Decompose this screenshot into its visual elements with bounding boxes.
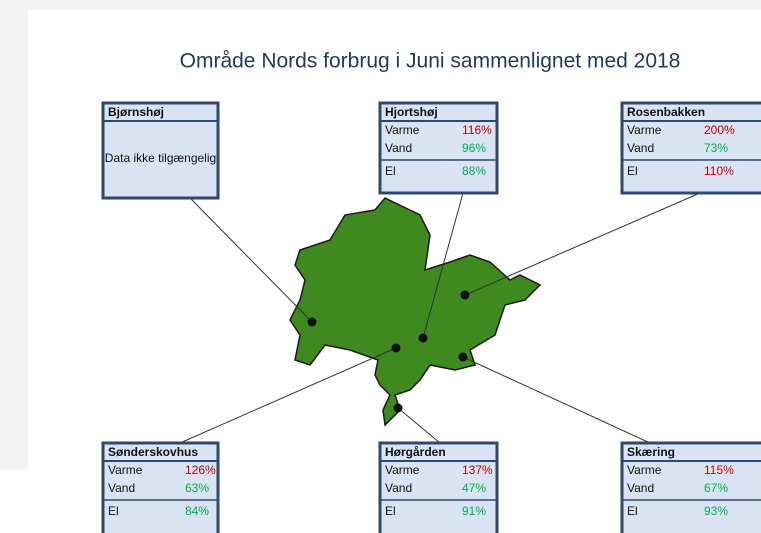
box-frame — [378, 101, 499, 195]
box-name: Hjortshøj — [385, 105, 438, 119]
info-box: Bjørnshøj Data ikke tilgængelig — [101, 101, 220, 200]
row-label: Vand — [385, 481, 412, 495]
info-box: Hjortshøj Varme 116% Vand 96% El 88% — [378, 101, 499, 195]
row-label: Varme — [627, 123, 662, 137]
connector — [422, 192, 464, 339]
row-value: 73% — [704, 141, 728, 155]
row-value: 84% — [185, 504, 209, 518]
row-label: Varme — [108, 463, 143, 477]
location-dot — [393, 403, 403, 413]
row-value: 91% — [462, 504, 486, 518]
row-label: El — [385, 164, 396, 178]
connector — [189, 197, 313, 323]
row-value: 63% — [185, 481, 209, 495]
info-box: Skæring Varme 115% Vand 67% El 93% — [620, 441, 761, 533]
title: Område Nords forbrug i Juni sammenlignet… — [180, 50, 681, 73]
row-label: Vand — [627, 481, 654, 495]
box-name: Rosenbakken — [627, 105, 705, 119]
row-value: 200% — [704, 123, 735, 137]
row-value: 96% — [462, 141, 486, 155]
row-label: Vand — [385, 141, 412, 155]
row-value: 47% — [462, 481, 486, 495]
row-label: El — [627, 504, 638, 518]
row-value: 88% — [462, 164, 486, 178]
info-box: Hørgården Varme 137% Vand 47% El 91% — [378, 441, 499, 533]
row-value: 126% — [185, 463, 216, 477]
location-dot — [460, 290, 470, 300]
area-map — [289, 197, 542, 427]
row-value: 110% — [704, 164, 734, 178]
box-name: Bjørnshøj — [108, 105, 164, 119]
row-label: Varme — [627, 463, 662, 477]
row-label: El — [385, 504, 396, 518]
row-label: Vand — [627, 141, 654, 155]
row-value: 115% — [704, 463, 734, 477]
row-label: El — [627, 164, 638, 178]
box-name: Skæring — [627, 445, 675, 459]
connectors — [179, 192, 701, 444]
row-value: 67% — [704, 481, 728, 495]
connector — [179, 347, 397, 444]
box-frame — [378, 441, 499, 533]
connector — [397, 407, 441, 444]
box-frame — [101, 441, 220, 533]
box-message: Data ikke tilgængelig — [105, 151, 216, 165]
row-value: 116% — [462, 123, 492, 137]
row-value: 137% — [462, 463, 493, 477]
row-value: 93% — [704, 504, 728, 518]
connector — [464, 192, 701, 296]
row-label: Varme — [385, 123, 420, 137]
box-frame — [101, 101, 220, 200]
box-frame — [620, 441, 761, 533]
row-label: Varme — [385, 463, 420, 477]
row-label: El — [108, 504, 119, 518]
connector — [462, 356, 651, 444]
box-frame — [620, 101, 761, 195]
box-name: Sønderskovhus — [108, 445, 198, 459]
row-label: Vand — [108, 481, 135, 495]
boxes: Bjørnshøj Data ikke tilgængelig Hjortshøj V… — [101, 101, 761, 533]
location-dot — [391, 343, 401, 353]
box-name: Hørgården — [385, 445, 446, 459]
location-dot — [307, 317, 317, 327]
location-dot — [418, 333, 428, 343]
info-box: Rosenbakken Varme 200% Vand 73% El 110% — [620, 101, 761, 195]
info-box: Sønderskovhus Varme 126% Vand 63% El 84% — [101, 441, 220, 533]
location-dot — [458, 352, 468, 362]
